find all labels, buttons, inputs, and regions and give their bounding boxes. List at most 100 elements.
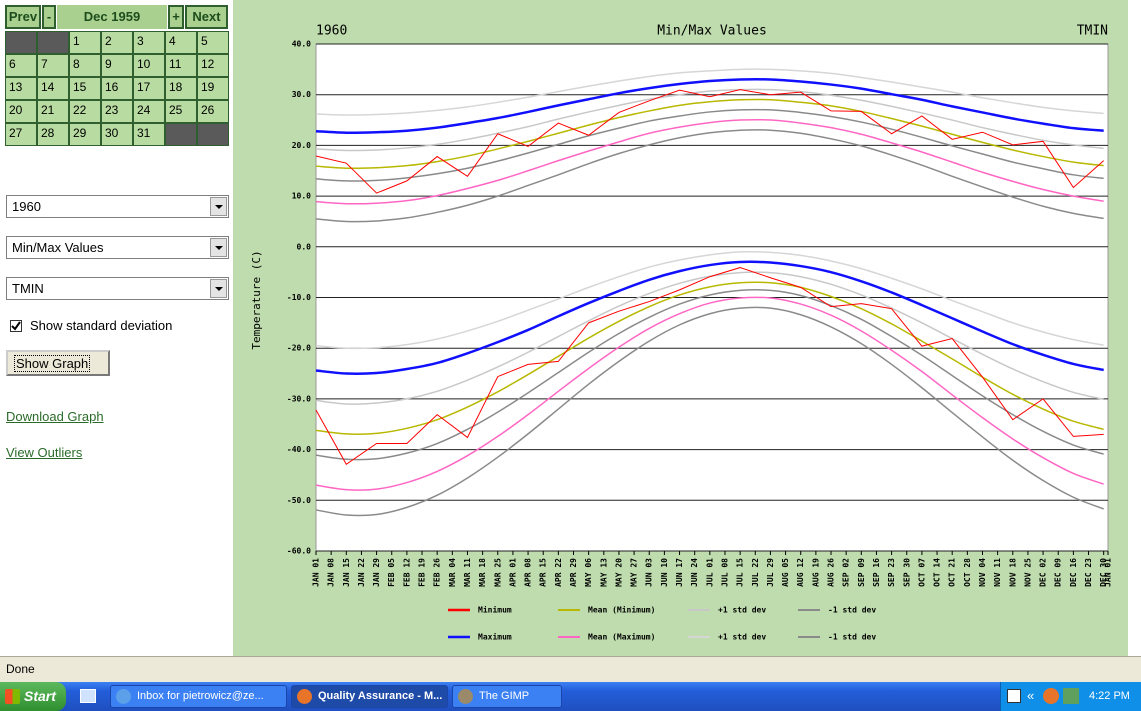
clock: 4:22 PM (1089, 690, 1130, 702)
x-tick-label: JUL 22 (751, 558, 760, 587)
day-cell[interactable]: 21 (37, 100, 69, 123)
year-select[interactable]: 1960 (6, 195, 229, 218)
x-tick-label: JUL 08 (720, 558, 729, 587)
x-tick-label: MAR 04 (448, 558, 457, 587)
task-icon (116, 689, 131, 704)
day-cell[interactable]: 13 (5, 77, 37, 100)
day-cell[interactable]: 30 (101, 123, 133, 146)
taskbar: Start Inbox for pietrowicz@ze... Quality… (0, 682, 1141, 711)
dropdown-arrow (210, 238, 227, 257)
x-tick-label: APR 15 (539, 558, 548, 587)
x-tick-label: MAR 25 (493, 558, 502, 587)
tray-collapse[interactable]: « (1027, 688, 1034, 703)
empty-cell (37, 31, 69, 54)
x-tick-label: DEC 16 (1069, 558, 1078, 587)
x-tick-label: SEP 09 (857, 558, 866, 587)
plus-button[interactable]: + (168, 5, 184, 29)
month-label: Dec 1959 (57, 5, 167, 29)
day-cell[interactable]: 17 (133, 77, 165, 100)
x-tick-label: APR 08 (524, 558, 533, 587)
day-cell[interactable]: 26 (197, 100, 229, 123)
day-cell[interactable]: 5 (197, 31, 229, 54)
day-cell[interactable]: 18 (165, 77, 197, 100)
day-cell[interactable]: 19 (197, 77, 229, 100)
day-cell[interactable]: 31 (133, 123, 165, 146)
day-cell[interactable]: 15 (69, 77, 101, 100)
task-label: Quality Assurance - M... (318, 690, 442, 702)
element-select[interactable]: TMIN (6, 277, 229, 300)
quick-launch-icon[interactable] (80, 689, 96, 703)
day-cell[interactable]: 29 (69, 123, 101, 146)
x-tick-label: APR 29 (569, 558, 578, 587)
day-cell[interactable]: 23 (101, 100, 133, 123)
x-tick-label: SEP 16 (872, 558, 881, 587)
task-button[interactable]: Quality Assurance - M... (291, 685, 448, 708)
task-button[interactable]: Inbox for pietrowicz@ze... (110, 685, 287, 708)
legend-label: +1 std dev (718, 633, 766, 642)
download-link[interactable]: Download Graph (6, 409, 104, 424)
task-label: Inbox for pietrowicz@ze... (137, 690, 264, 702)
day-cell[interactable]: 14 (37, 77, 69, 100)
tray-icon[interactable] (1043, 688, 1059, 704)
day-cell[interactable]: 4 (165, 31, 197, 54)
day-cell[interactable]: 7 (37, 54, 69, 77)
tray-icon[interactable] (1007, 689, 1021, 703)
x-tick-label: OCT 07 (917, 558, 926, 587)
x-tick-label: JAN 01 (312, 558, 321, 587)
select-value: TMIN (12, 281, 44, 296)
day-cell[interactable]: 3 (133, 31, 165, 54)
windows-logo (5, 689, 20, 704)
prev-button[interactable]: Prev (5, 5, 41, 29)
day-cell[interactable]: 12 (197, 54, 229, 77)
x-tick-label: JUL 01 (705, 558, 714, 587)
y-tick-label: -50.0 (287, 496, 311, 505)
empty-cell (165, 123, 197, 146)
minus-button[interactable]: - (42, 5, 56, 29)
dropdown-arrow (210, 279, 227, 298)
day-cell[interactable]: 25 (165, 100, 197, 123)
day-cell[interactable]: 28 (37, 123, 69, 146)
x-tick-label: AUG 26 (827, 558, 836, 587)
day-cell[interactable]: 1 (69, 31, 101, 54)
chart-year: 1960 (316, 24, 347, 39)
day-cell[interactable]: 9 (101, 54, 133, 77)
select-value: 1960 (12, 199, 41, 214)
day-cell[interactable]: 22 (69, 100, 101, 123)
graph-select[interactable]: Min/Max Values (6, 236, 229, 259)
x-tick-label: SEP 02 (842, 558, 851, 587)
x-tick-label: JUN 10 (660, 558, 669, 587)
chart-element: TMIN (1077, 24, 1108, 39)
day-cell[interactable]: 11 (165, 54, 197, 77)
x-tick-label: AUG 05 (781, 558, 790, 587)
start-label: Start (24, 688, 56, 704)
task-icon (458, 689, 473, 704)
x-tick-label: JUL 15 (736, 558, 745, 587)
show-graph-button[interactable]: Show Graph (6, 350, 110, 376)
task-button[interactable]: The GIMP (452, 685, 562, 708)
day-cell[interactable]: 16 (101, 77, 133, 100)
outliers-link[interactable]: View Outliers (6, 445, 82, 460)
day-cell[interactable]: 2 (101, 31, 133, 54)
day-cell[interactable]: 6 (5, 54, 37, 77)
x-tick-label: SEP 23 (887, 558, 896, 587)
x-tick-label: JAN 08 (327, 558, 336, 587)
chart-panel: 1960 Min/Max Values TMIN Temperature (C)… (233, 0, 1128, 656)
status-text: Done (6, 662, 35, 676)
next-button[interactable]: Next (185, 5, 228, 29)
checkbox[interactable] (10, 320, 22, 332)
x-tick-label: OCT 21 (948, 558, 957, 587)
x-tick-label: MAY 27 (630, 558, 639, 587)
y-tick-label: 10.0 (292, 192, 311, 201)
day-cell[interactable]: 27 (5, 123, 37, 146)
day-cell[interactable]: 20 (5, 100, 37, 123)
tray-icon[interactable] (1063, 688, 1079, 704)
start-button[interactable]: Start (0, 682, 66, 711)
x-tick-label: FEB 05 (387, 558, 396, 587)
x-tick-label: DEC 02 (1039, 558, 1048, 587)
day-cell[interactable]: 8 (69, 54, 101, 77)
day-cell[interactable]: 10 (133, 54, 165, 77)
y-tick-label: 40.0 (292, 40, 311, 49)
x-tick-label: JUL 29 (766, 558, 775, 587)
day-cell[interactable]: 24 (133, 100, 165, 123)
y-tick-label: 20.0 (292, 141, 311, 150)
